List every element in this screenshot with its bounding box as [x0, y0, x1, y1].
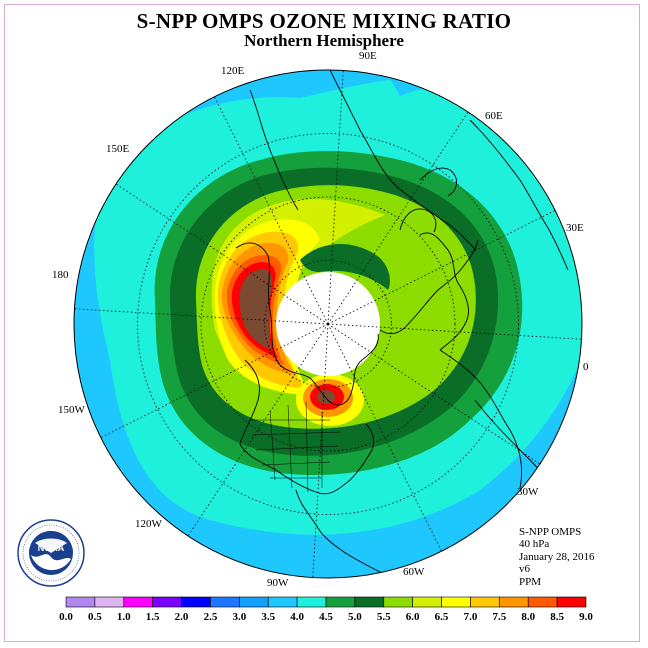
contour-8_5 — [239, 269, 273, 350]
lon-label-150e: 150E — [106, 143, 130, 155]
map-boundary — [73, 69, 583, 579]
colorbar-swatch — [412, 596, 442, 608]
colorbar-tick-label: 3.0 — [232, 611, 247, 623]
colorbar-swatch — [210, 596, 240, 608]
colorbar-tick-label: 4.0 — [290, 611, 304, 623]
colorbar-tick-label: 7.0 — [463, 611, 478, 623]
colorbar-swatch — [267, 596, 298, 608]
lon-label-30e: 30E — [566, 222, 584, 234]
colorbar-swatch — [325, 596, 356, 608]
colorbar-swatch — [441, 596, 471, 608]
colorbar-swatch — [65, 596, 96, 608]
info-level: 40 hPa — [519, 538, 550, 551]
info-date: January 28, 2016 — [519, 550, 595, 563]
map-title: S-NPP OMPS OZONE MIXING RATIO — [136, 9, 512, 33]
colorbar-swatch — [499, 596, 529, 608]
colorbar-tick-label: 6.0 — [405, 611, 420, 623]
colorbar-tick-label: 5.5 — [376, 611, 391, 623]
colorbar-swatch — [470, 596, 500, 608]
colorbar-swatch — [152, 596, 182, 608]
colorbar-tick-label: 0.5 — [88, 611, 102, 623]
lon-label-180: 180 — [52, 269, 69, 281]
lon-label-120e: 120E — [221, 65, 245, 77]
colorbar-tick-label: 4.5 — [319, 611, 333, 623]
svg-text:NOAA: NOAA — [38, 543, 65, 553]
colorbar-tick-label: 1.5 — [145, 611, 160, 623]
lon-label-150w: 150W — [58, 404, 85, 416]
lon-label-60e: 60E — [485, 110, 503, 122]
colorbar-swatch — [383, 596, 413, 608]
colorbar-tick-label: 9.0 — [579, 611, 593, 623]
colorbar-tick-label: 8.0 — [521, 611, 536, 623]
colorbar-swatch — [527, 596, 558, 608]
colorbar-tick-label: 2.0 — [174, 611, 189, 623]
info-units: PPM — [519, 575, 542, 588]
lon-label-60w: 60W — [403, 566, 425, 578]
colorbar-swatch — [239, 596, 269, 608]
colorbar-swatch — [556, 596, 587, 608]
figure-frame — [4, 4, 640, 642]
lon-label-30w: 30W — [517, 486, 539, 498]
colorbar-swatch — [354, 596, 385, 608]
colorbar-tick-label: 5.0 — [348, 611, 362, 623]
latitude-circle — [200, 196, 456, 452]
info-instrument: S-NPP OMPS — [519, 526, 582, 538]
colorbar-swatch — [123, 596, 153, 608]
coastlines — [235, 70, 569, 578]
latitude-circle — [264, 260, 392, 388]
state-borders — [250, 401, 341, 493]
colorbar-swatch — [181, 596, 211, 608]
info-block: S-NPP OMPS 40 hPa January 28, 2016 v6 PP… — [519, 526, 594, 588]
info-version: v6 — [519, 563, 530, 576]
colorbar-tick-label: 2.5 — [203, 611, 218, 623]
colorbar-tick-label: 3.5 — [261, 611, 276, 623]
graticule — [74, 70, 582, 578]
colorbar-swatch — [94, 596, 125, 608]
colorbar-tick-label: 0.0 — [59, 611, 73, 623]
latitude-circle — [137, 133, 519, 515]
colorbar-swatch — [296, 596, 327, 608]
noaa-logo-icon: NOAA — [17, 519, 85, 587]
colorbar-tick-label: 7.5 — [492, 611, 507, 623]
lon-label-0: 0 — [583, 361, 589, 373]
lon-label-90w: 90W — [267, 577, 289, 589]
lon-label-120w: 120W — [135, 518, 162, 530]
lon-label-90e: 90E — [359, 50, 377, 62]
colorbar-tick-label: 8.5 — [550, 611, 564, 623]
colorbar-tick-label: 6.5 — [434, 611, 449, 623]
colorbar-tick-label: 1.0 — [116, 611, 131, 623]
map-subtitle: Northern Hemisphere — [244, 31, 404, 50]
